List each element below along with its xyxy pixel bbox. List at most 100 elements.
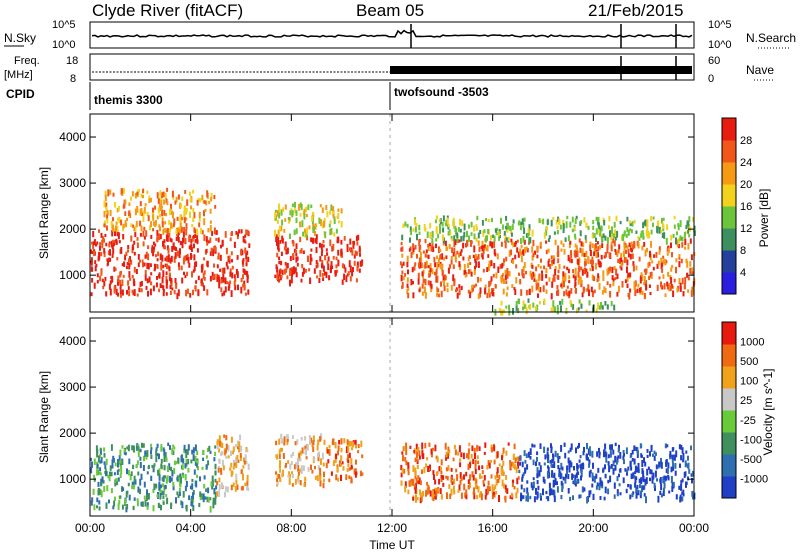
- scatter-cell: [497, 231, 500, 237]
- scatter-cell: [519, 455, 522, 461]
- scatter-cell: [685, 481, 688, 485]
- scatter-cell: [166, 187, 169, 192]
- scatter-cell: [574, 243, 577, 248]
- scatter-cell: [213, 487, 216, 495]
- scatter-cell: [419, 489, 422, 496]
- scatter-cell: [573, 466, 575, 471]
- scatter-cell: [493, 235, 496, 242]
- scatter-cell: [180, 458, 183, 463]
- scatter-cell: [190, 498, 193, 504]
- scatter-cell: [103, 220, 106, 224]
- scatter-cell: [488, 260, 491, 267]
- scatter-cell: [162, 289, 165, 293]
- scatter-cell: [113, 239, 116, 245]
- scatter-cell: [325, 248, 328, 252]
- scatter-cell: [450, 255, 453, 261]
- scatter-cell: [221, 292, 224, 297]
- scatter-cell: [676, 287, 679, 293]
- scatter-cell: [132, 483, 135, 490]
- scatter-cell: [304, 230, 307, 238]
- scatter-cell: [612, 238, 615, 244]
- scatter-cell: [639, 276, 642, 284]
- scatter-cell: [404, 273, 407, 277]
- scatter-cell: [227, 455, 230, 459]
- scatter-cell: [429, 232, 432, 239]
- scatter-cell: [648, 232, 651, 239]
- scatter-cell: [519, 248, 522, 255]
- scatter-cell: [216, 440, 219, 445]
- scatter-cell: [155, 447, 158, 451]
- scatter-cell: [107, 261, 109, 265]
- scatter-cell: [122, 234, 125, 240]
- scatter-cell: [526, 480, 529, 484]
- scatter-cell: [488, 486, 491, 491]
- scatter-cell: [567, 268, 570, 274]
- scatter-cell: [505, 450, 508, 456]
- scatter-cell: [626, 283, 629, 288]
- scatter-cell: [216, 491, 219, 497]
- scatter-cell: [190, 205, 192, 210]
- scatter-cell: [136, 446, 139, 451]
- scatter-cell: [213, 263, 215, 268]
- scatter-cell: [511, 224, 514, 230]
- scatter-cell: [203, 200, 206, 204]
- scatter-cell: [611, 226, 613, 233]
- scatter-cell: [486, 235, 488, 242]
- scatter-cell: [296, 262, 299, 267]
- scatter-cell: [156, 453, 159, 457]
- scatter-cell: [195, 261, 198, 266]
- scatter-cell: [175, 236, 178, 241]
- scatter-cell: [225, 247, 228, 255]
- scatter-cell: [128, 494, 131, 501]
- scatter-cell: [486, 292, 489, 299]
- scatter-cell: [181, 464, 184, 471]
- scatter-cell: [353, 468, 356, 475]
- scatter-cell: [99, 449, 102, 455]
- scatter-cell: [636, 467, 639, 473]
- scatter-cell: [495, 272, 498, 279]
- scatter-cell: [177, 194, 180, 200]
- scatter-cell: [681, 242, 684, 248]
- scatter-cell: [591, 483, 594, 488]
- scatter-cell: [235, 231, 238, 235]
- scatter-cell: [586, 271, 589, 278]
- scatter-cell: [336, 466, 339, 473]
- scatter-cell: [462, 452, 465, 460]
- scatter-cell: [150, 475, 153, 481]
- scatter-cell: [94, 260, 97, 264]
- scatter-cell: [606, 272, 609, 276]
- scatter-cell: [618, 244, 621, 250]
- scatter-cell: [218, 435, 221, 442]
- scatter-cell: [550, 462, 553, 468]
- scatter-cell: [468, 235, 470, 242]
- scatter-cell: [337, 445, 340, 452]
- scatter-cell: [474, 483, 477, 489]
- scatter-cell: [143, 262, 146, 267]
- scatter-cell: [286, 275, 289, 280]
- scatter-cell: [556, 453, 559, 458]
- scatter-cell: [143, 235, 146, 240]
- scatter-cell: [684, 246, 687, 250]
- scatter-cell: [445, 467, 448, 472]
- scatter-cell: [474, 453, 476, 459]
- scatter-cell: [504, 484, 507, 490]
- scatter-cell: [330, 204, 333, 211]
- scatter-cell: [621, 233, 624, 241]
- scatter-cell: [673, 454, 676, 460]
- scatter-cell: [218, 440, 221, 447]
- scatter-cell: [512, 461, 515, 467]
- scatter-cell: [608, 225, 610, 230]
- scatter-cell: [601, 290, 604, 295]
- scatter-cell: [587, 256, 590, 264]
- scatter-cell: [128, 264, 131, 270]
- scatter-cell: [566, 215, 569, 220]
- scatter-cell: [337, 208, 340, 212]
- scatter-cell: [122, 487, 125, 491]
- scatter-cell: [614, 277, 617, 281]
- scatter-cell: [448, 229, 451, 234]
- scatter-cell: [164, 475, 167, 479]
- scatter-cell: [666, 284, 669, 290]
- scatter-cell: [323, 217, 326, 223]
- scatter-cell: [593, 246, 596, 252]
- scatter-cell: [110, 471, 113, 477]
